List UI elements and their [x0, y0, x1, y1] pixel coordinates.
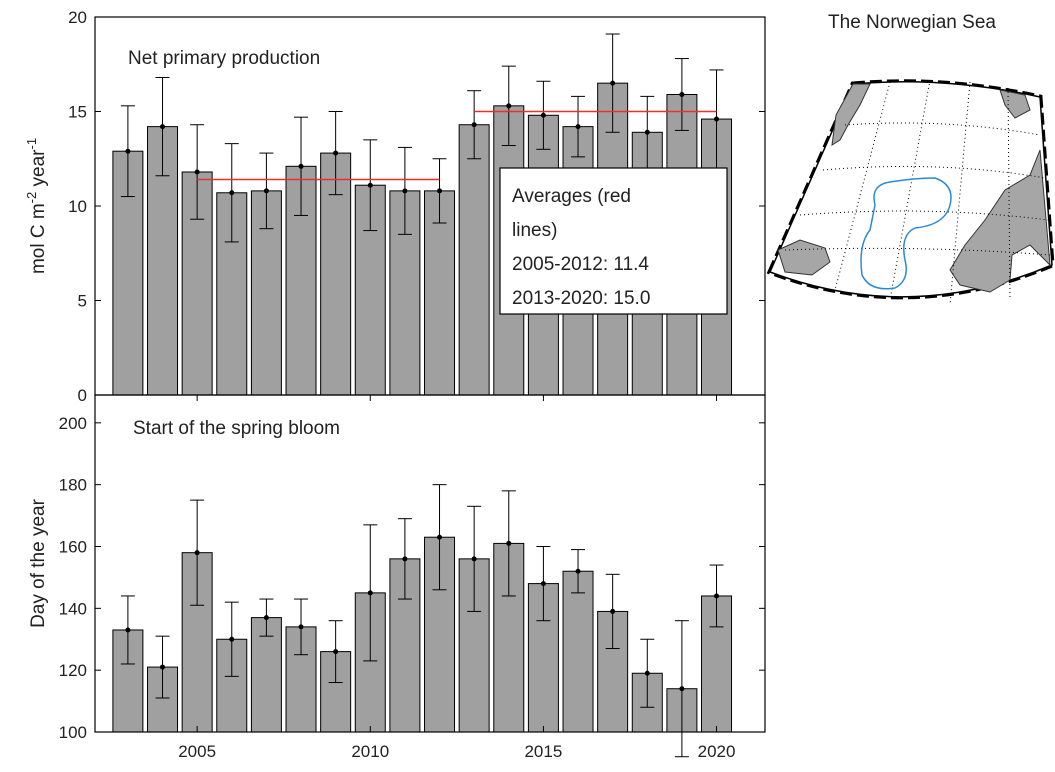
annotation: Net primary production	[128, 48, 320, 69]
legend-text: Averages (red	[512, 186, 631, 207]
point	[437, 188, 443, 194]
point	[333, 150, 339, 156]
point	[125, 148, 131, 154]
y-axis-label: mol C m-2 year-1	[24, 138, 49, 274]
y-tick-label: 120	[59, 661, 87, 680]
legend-box	[499, 167, 728, 315]
point	[714, 116, 720, 122]
legend-text: 2005-2012: 11.4	[512, 254, 649, 275]
x-tick-label: 2015	[524, 742, 562, 761]
bar	[424, 190, 456, 396]
point	[402, 188, 408, 194]
graticule	[784, 79, 1051, 306]
point	[402, 556, 408, 562]
point	[367, 182, 373, 188]
point	[575, 124, 581, 130]
point	[714, 593, 720, 599]
point	[229, 190, 235, 196]
superscript: -1	[24, 138, 39, 150]
y-tick-label: 140	[59, 599, 87, 618]
y-tick-label: 160	[59, 537, 87, 556]
y-axis-label: Day of the year	[28, 498, 49, 628]
point	[575, 568, 581, 574]
bar	[250, 617, 282, 733]
legend-text: lines)	[512, 220, 557, 241]
superscript: -2	[24, 192, 39, 204]
map	[766, 79, 1055, 306]
map-title: The Norwegian Sea	[828, 12, 996, 33]
point	[194, 550, 200, 556]
bar	[458, 124, 490, 396]
y-tick-label: 0	[78, 386, 87, 405]
point	[540, 112, 546, 118]
point	[506, 103, 512, 109]
bar	[147, 126, 179, 396]
legend-text: 2013-2020: 15.0	[512, 288, 650, 309]
y-tick-label: 100	[59, 723, 87, 742]
point	[160, 124, 166, 130]
point	[644, 129, 650, 135]
point	[333, 649, 339, 655]
y-tick-label: 5	[78, 292, 87, 311]
point	[679, 686, 685, 692]
x-tick-label: 2020	[698, 742, 736, 761]
point	[610, 608, 616, 614]
label-part: year	[28, 149, 49, 192]
label-part: mol C m	[28, 203, 49, 274]
x-tick-label: 2010	[351, 742, 389, 761]
point	[263, 615, 269, 621]
point	[679, 91, 685, 97]
y-tick-label: 200	[59, 414, 87, 433]
point	[229, 636, 235, 642]
annotation: Start of the spring bloom	[133, 418, 340, 439]
bar	[181, 552, 213, 733]
point	[160, 664, 166, 670]
point	[437, 534, 443, 540]
y-tick-label: 20	[68, 8, 87, 27]
plot-frame	[94, 394, 766, 733]
point	[644, 670, 650, 676]
point	[471, 556, 477, 562]
point	[263, 188, 269, 194]
study-area	[860, 177, 952, 290]
land	[777, 239, 831, 276]
bar	[562, 570, 594, 733]
land	[999, 89, 1031, 119]
point	[540, 581, 546, 587]
land	[831, 83, 871, 146]
land	[949, 149, 1051, 293]
y-tick-label: 15	[68, 103, 87, 122]
point	[367, 590, 373, 596]
point	[506, 540, 512, 546]
point	[471, 122, 477, 128]
point	[125, 627, 131, 633]
y-tick-label: 10	[68, 197, 87, 216]
point	[298, 624, 304, 630]
point	[194, 169, 200, 175]
x-tick-label: 2005	[178, 742, 216, 761]
y-tick-label: 180	[59, 476, 87, 495]
point	[610, 80, 616, 86]
point	[298, 163, 304, 169]
